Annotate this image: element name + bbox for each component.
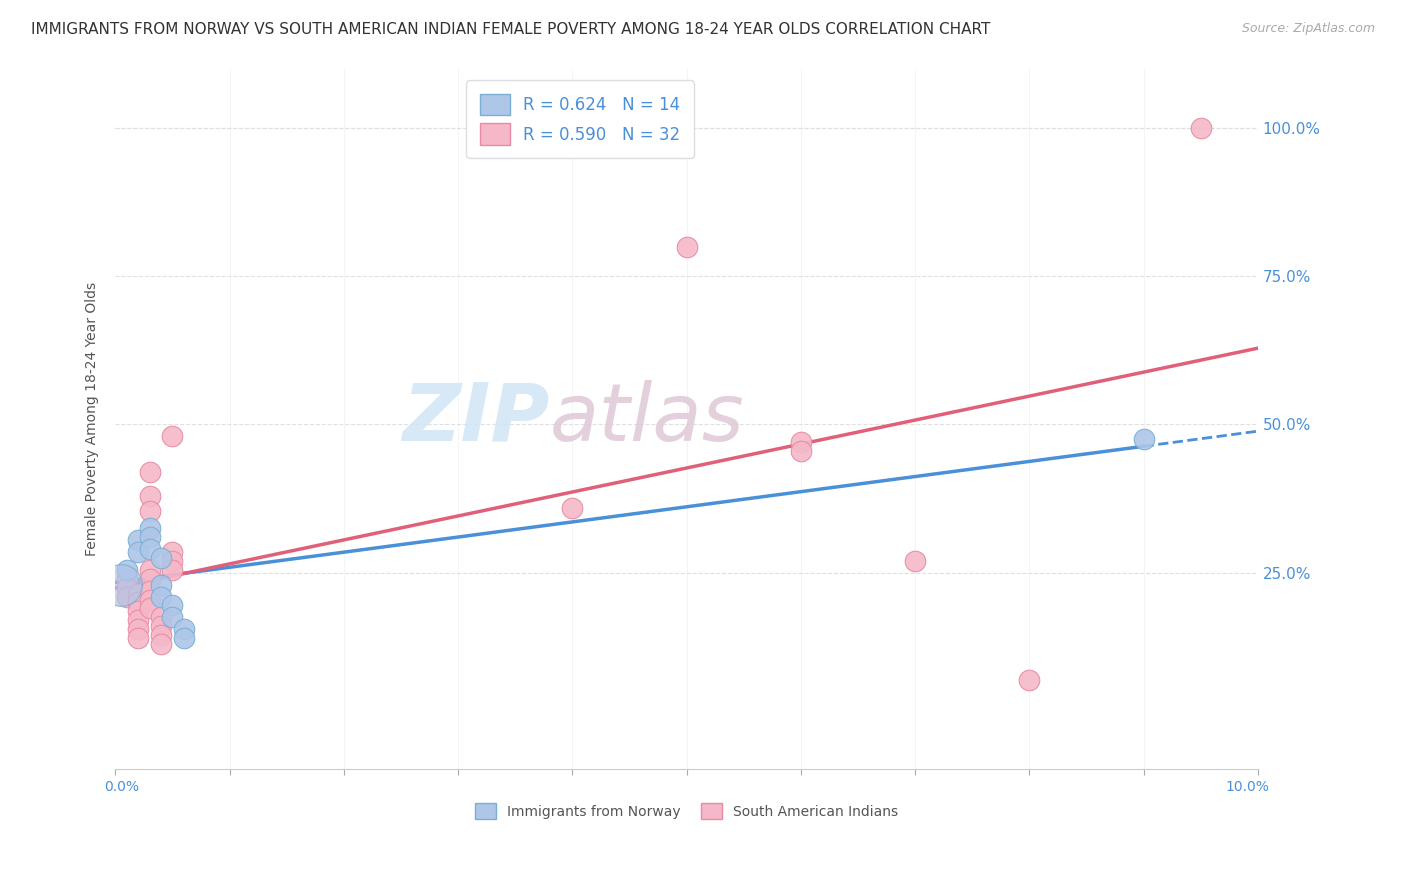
Point xyxy=(162,610,184,624)
Point xyxy=(110,577,132,591)
Point xyxy=(149,610,172,624)
Point xyxy=(127,595,149,609)
Point xyxy=(138,583,160,598)
Point xyxy=(127,533,149,548)
Point xyxy=(115,581,138,595)
Point xyxy=(127,631,149,645)
Text: Source: ZipAtlas.com: Source: ZipAtlas.com xyxy=(1241,22,1375,36)
Point xyxy=(173,622,195,636)
Point xyxy=(149,619,172,633)
Legend: Immigrants from Norway, South American Indians: Immigrants from Norway, South American I… xyxy=(470,797,904,825)
Point xyxy=(138,601,160,615)
Point xyxy=(138,521,160,535)
Point xyxy=(138,563,160,577)
Point xyxy=(138,530,160,544)
Point xyxy=(162,563,184,577)
Point xyxy=(162,545,184,559)
Point xyxy=(904,554,927,568)
Point xyxy=(127,622,149,636)
Point xyxy=(790,444,813,458)
Point xyxy=(138,542,160,557)
Text: ZIP: ZIP xyxy=(402,380,550,458)
Point xyxy=(1189,120,1212,135)
Point xyxy=(561,500,583,515)
Point xyxy=(149,551,172,566)
Point xyxy=(115,572,138,586)
Point xyxy=(162,554,184,568)
Point xyxy=(138,572,160,586)
Y-axis label: Female Poverty Among 18-24 Year Olds: Female Poverty Among 18-24 Year Olds xyxy=(86,282,100,556)
Point xyxy=(790,435,813,450)
Point xyxy=(127,545,149,559)
Point xyxy=(138,592,160,607)
Point xyxy=(127,586,149,600)
Point xyxy=(127,604,149,618)
Point xyxy=(127,613,149,627)
Point xyxy=(173,631,195,645)
Text: 0.0%: 0.0% xyxy=(104,780,139,795)
Point xyxy=(115,590,138,604)
Point xyxy=(1018,673,1040,687)
Point xyxy=(149,628,172,642)
Point xyxy=(138,465,160,479)
Text: atlas: atlas xyxy=(550,380,744,458)
Point xyxy=(1132,433,1154,447)
Point xyxy=(162,429,184,443)
Point xyxy=(149,637,172,651)
Point xyxy=(138,503,160,517)
Point xyxy=(162,599,184,613)
Point xyxy=(675,239,697,253)
Point xyxy=(149,590,172,604)
Point xyxy=(149,577,172,591)
Text: IMMIGRANTS FROM NORWAY VS SOUTH AMERICAN INDIAN FEMALE POVERTY AMONG 18-24 YEAR : IMMIGRANTS FROM NORWAY VS SOUTH AMERICAN… xyxy=(31,22,990,37)
Text: 10.0%: 10.0% xyxy=(1226,780,1270,795)
Point xyxy=(138,489,160,503)
Point xyxy=(115,563,138,577)
